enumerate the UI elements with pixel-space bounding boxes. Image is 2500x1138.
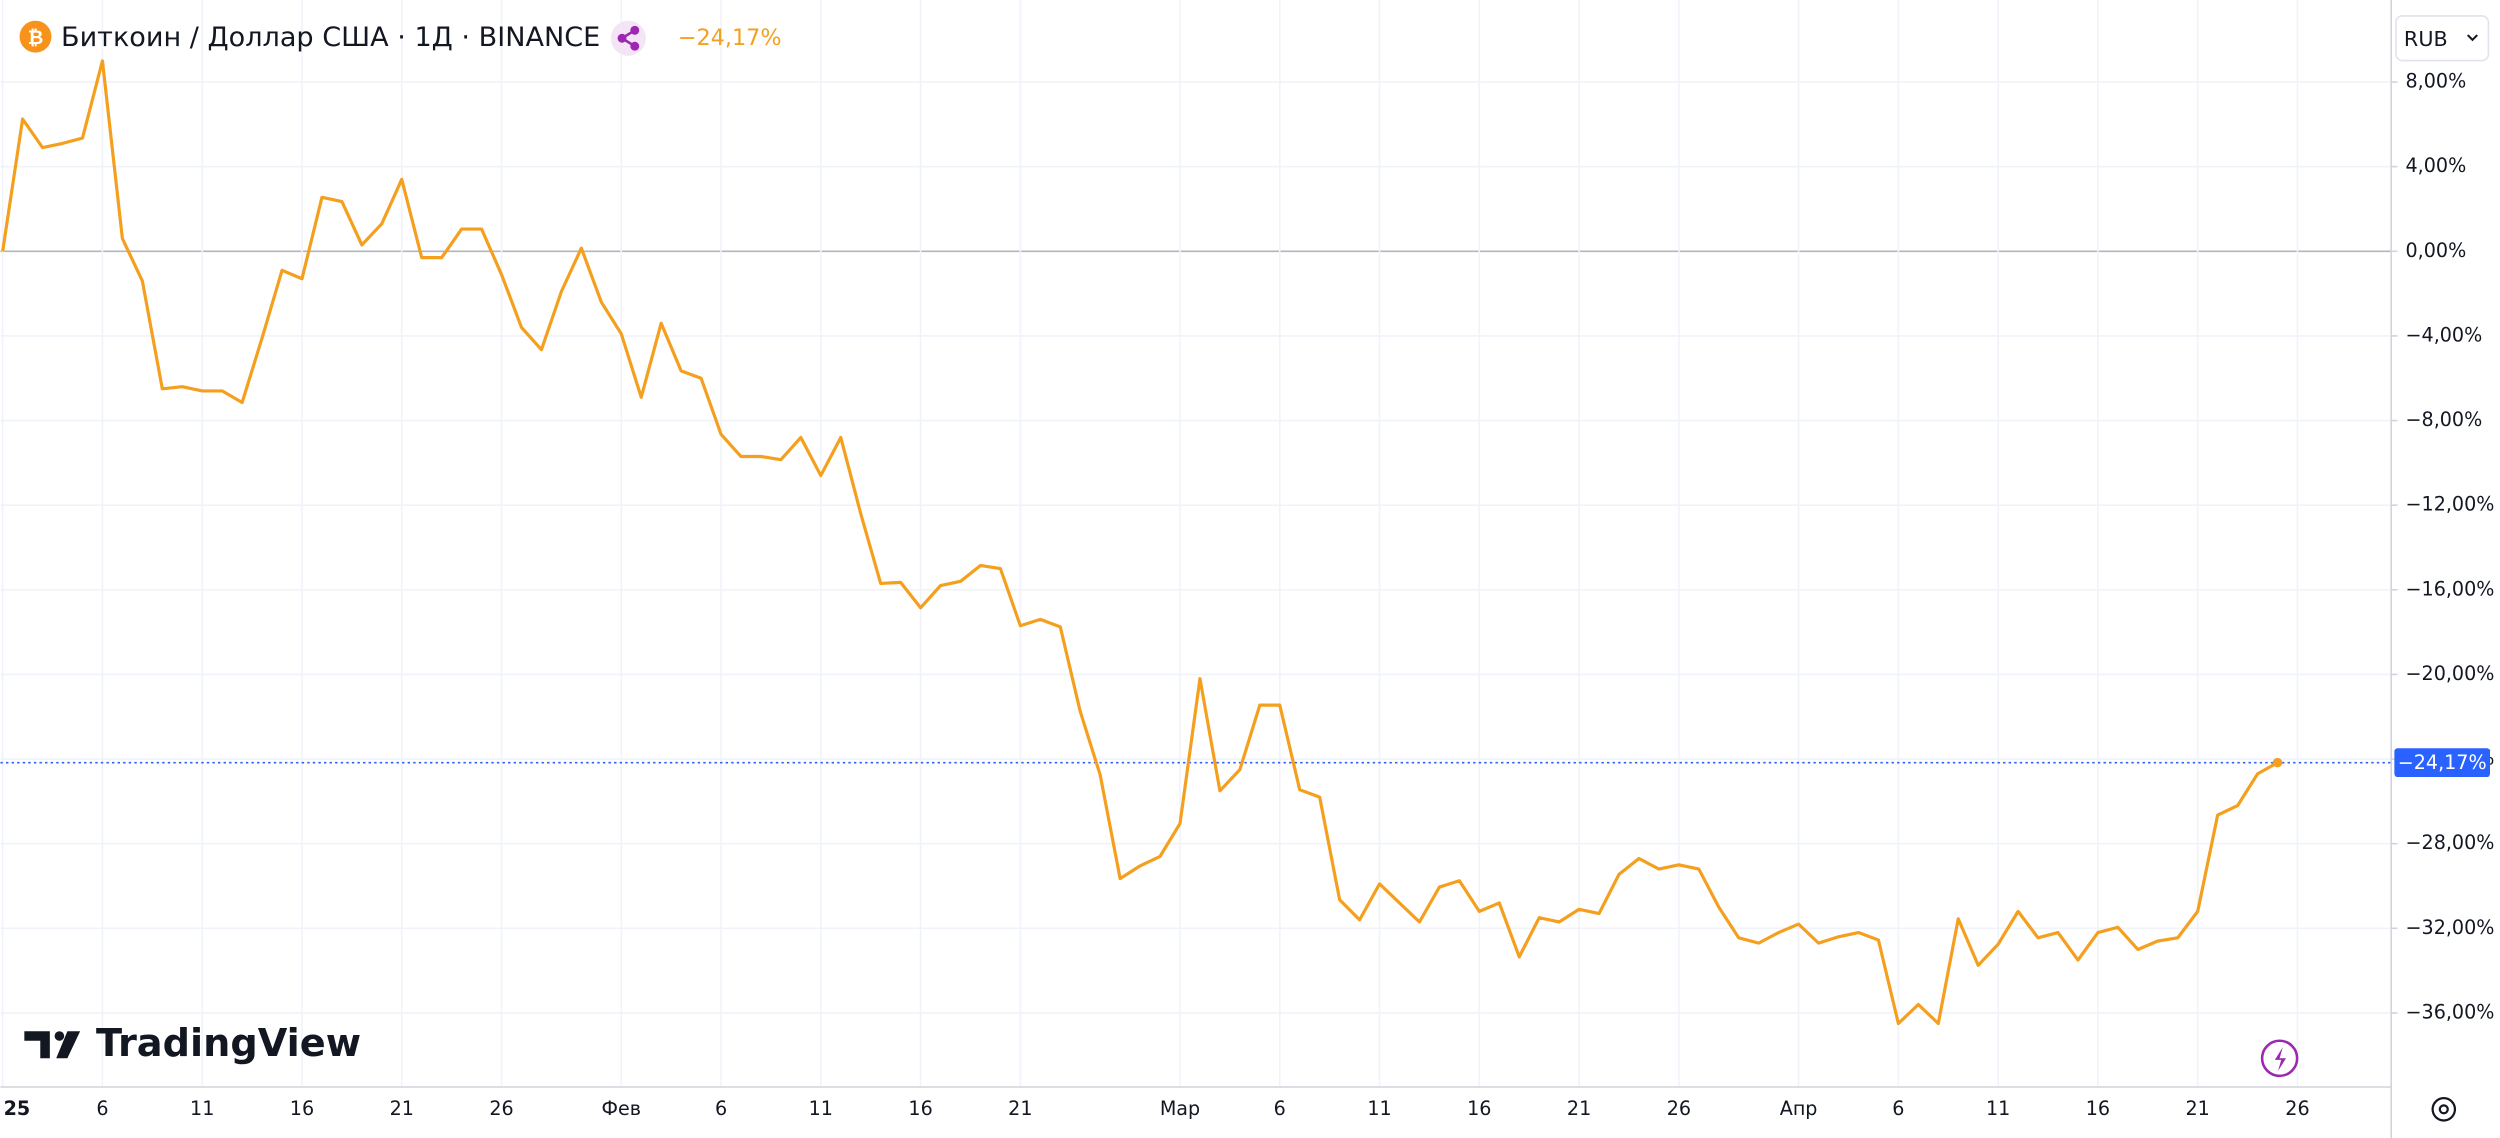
coin-symbol: ₿ <box>28 26 44 49</box>
y-tick-label: 8,00% <box>2406 70 2467 93</box>
x-tick-label: Апр <box>1780 1097 1818 1120</box>
y-tick-label: −20,00% <box>2406 662 2495 685</box>
x-tick-label: 16 <box>908 1097 932 1120</box>
last-price-label: −24,17% <box>2398 751 2487 774</box>
x-tick-label: 25 <box>4 1097 31 1120</box>
change-label: −24,17% <box>678 25 782 51</box>
x-tick-label: 6 <box>715 1097 727 1120</box>
x-tick-label: 21 <box>1008 1097 1032 1120</box>
x-tick-label: 11 <box>190 1097 214 1120</box>
x-tick-label: 21 <box>1567 1097 1591 1120</box>
grid <box>0 0 2392 1087</box>
x-tick-label: 16 <box>290 1097 314 1120</box>
share-icon <box>617 25 640 51</box>
x-tick-label: 26 <box>489 1097 513 1120</box>
x-tick-label: 6 <box>1274 1097 1286 1120</box>
x-tick-label: 6 <box>96 1097 108 1120</box>
x-tick-label: Фев <box>602 1097 641 1120</box>
x-tick-label: 6 <box>1892 1097 1904 1120</box>
flash-icon <box>2274 1047 2286 1072</box>
price-line <box>1 59 2279 1026</box>
x-tick-label: Мар <box>1160 1097 1200 1120</box>
share-button[interactable] <box>610 20 646 56</box>
x-tick-label: 11 <box>809 1097 833 1120</box>
coin-icon <box>19 20 52 53</box>
y-tick-label: 0,00% <box>2406 239 2467 262</box>
y-tick-label: −12,00% <box>2406 493 2495 516</box>
brand-label: TradingView <box>96 1021 361 1066</box>
y-tick-label: 4,00% <box>2406 154 2467 177</box>
x-tick-label: 26 <box>2285 1097 2309 1120</box>
tv-logo <box>24 1031 81 1059</box>
x-tick-label: 21 <box>2186 1097 2210 1120</box>
settings-icon <box>2438 1104 2449 1115</box>
y-tick-label: −36,00% <box>2406 1000 2495 1023</box>
currency-label: RUB <box>2404 27 2448 51</box>
x-tick-label: 21 <box>390 1097 414 1120</box>
y-tick-label: −28,00% <box>2406 831 2495 854</box>
x-tick-label: 11 <box>1986 1097 2010 1120</box>
y-tick-label: −8,00% <box>2406 408 2483 431</box>
y-tick-label: −16,00% <box>2406 577 2495 600</box>
last-price-tag <box>2394 748 2491 777</box>
last-point <box>2272 757 2283 768</box>
plot <box>0 59 2392 1026</box>
x-tick-label: 16 <box>1467 1097 1491 1120</box>
settings-button[interactable] <box>2431 1097 2457 1122</box>
x-tick-label: 16 <box>2086 1097 2110 1120</box>
currency-button[interactable] <box>2395 15 2490 62</box>
x-tick-label: 11 <box>1367 1097 1391 1120</box>
x-tick-label: 26 <box>1667 1097 1691 1120</box>
chevron-icon <box>2466 34 2478 42</box>
symbol-title[interactable]: Биткоин / Доллар США · 1Д · BINANCE <box>61 22 600 53</box>
y-tick-label: −32,00% <box>2406 916 2495 939</box>
y-tick-label: −4,00% <box>2406 323 2483 346</box>
